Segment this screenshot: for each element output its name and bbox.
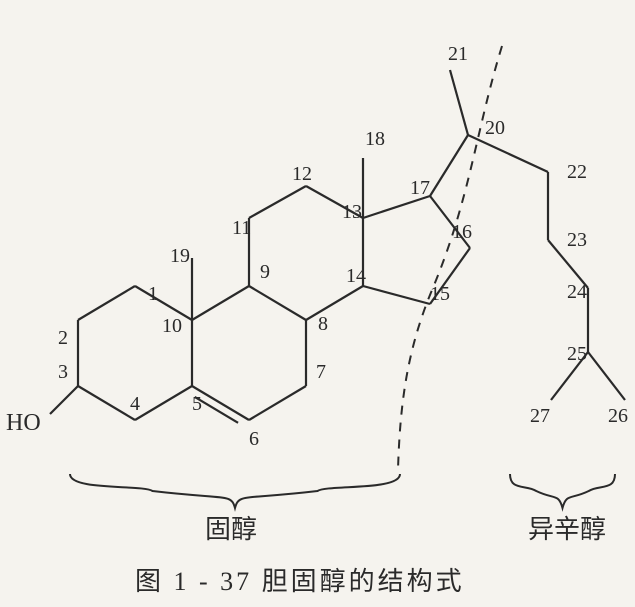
label-sterol: 固醇 [205,515,257,544]
atom-number-1: 1 [148,283,158,305]
figure-caption: 图 1 - 37 胆固醇的结构式 [135,567,465,596]
atom-number-21: 21 [448,43,468,65]
atom-number-8: 8 [318,313,328,335]
atom-number-4: 4 [130,393,140,415]
atom-number-18: 18 [365,128,385,150]
atom-number-16: 16 [452,221,472,243]
atom-number-25: 25 [567,343,587,365]
atom-number-10: 10 [162,315,182,337]
atom-number-26: 26 [608,405,628,427]
atom-number-20: 20 [485,117,505,139]
hydroxyl-label: HO [6,410,41,436]
atom-number-5: 5 [192,393,202,415]
atom-number-3: 3 [58,361,68,383]
atom-number-7: 7 [316,361,326,383]
atom-number-24: 24 [567,281,587,303]
atom-number-17: 17 [410,177,430,199]
atom-number-13: 13 [342,201,362,223]
atom-number-23: 23 [567,229,587,251]
label-isooctyl: 异辛醇 [528,515,606,544]
atom-number-15: 15 [430,283,450,305]
atom-number-27: 27 [530,405,550,427]
atom-number-11: 11 [232,217,251,239]
atom-number-9: 9 [260,261,270,283]
atom-number-12: 12 [292,163,312,185]
cholesterol-structure-diagram: 1234567891011121314151617181920212223242… [0,0,635,607]
atom-number-22: 22 [567,161,587,183]
atom-number-6: 6 [249,428,259,450]
atom-number-14: 14 [346,265,366,287]
atom-number-19: 19 [170,245,190,267]
atom-number-2: 2 [58,327,68,349]
